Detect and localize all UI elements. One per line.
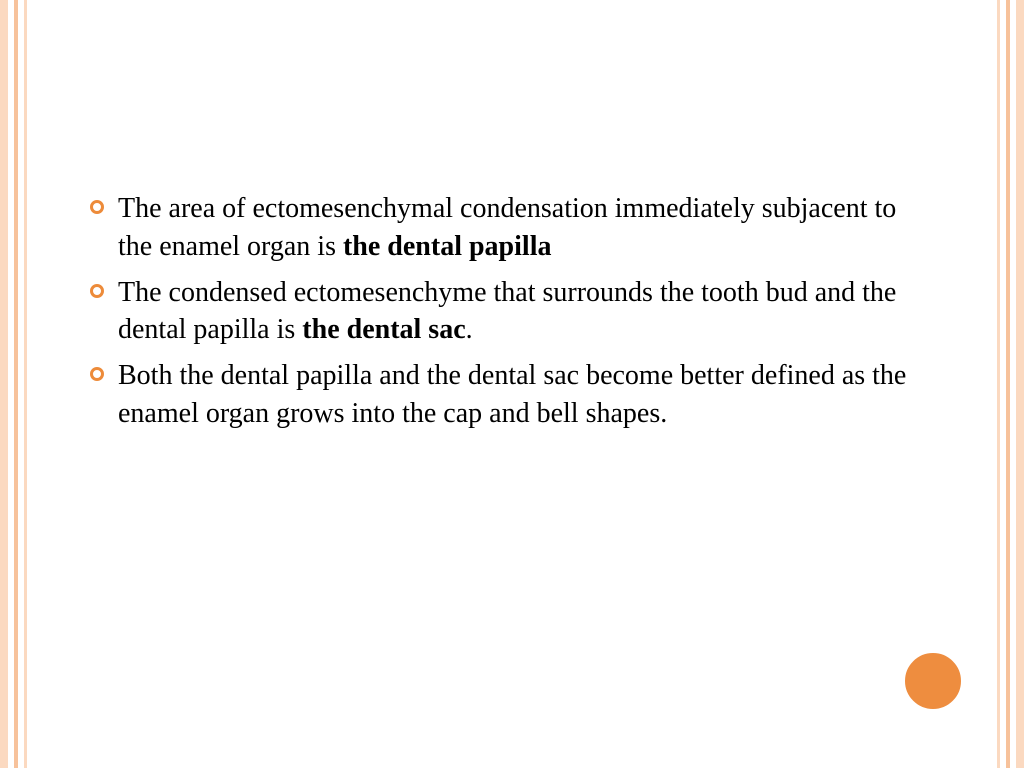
decorative-circle-icon	[902, 650, 964, 712]
slide-border-left-inner	[24, 0, 27, 768]
list-item: The condensed ectomesenchyme that surrou…	[90, 274, 934, 350]
list-item: The area of ectomesenchymal condensation…	[90, 190, 934, 266]
bullet-text-post: .	[466, 314, 473, 345]
bullet-text: The condensed ectomesenchyme that surrou…	[118, 274, 934, 350]
bullet-text: Both the dental papilla and the dental s…	[118, 357, 934, 433]
bullet-ring-icon	[90, 284, 104, 298]
bullet-text-pre: Both the dental papilla and the dental s…	[118, 360, 906, 429]
bullet-text-pre: The condensed ectomesenchyme that surrou…	[118, 277, 896, 346]
slide-border-left-mid	[14, 0, 18, 768]
slide-border-right-mid	[1006, 0, 1010, 768]
slide-border-right-inner	[997, 0, 1000, 768]
bullet-text-bold: the dental sac	[302, 314, 465, 345]
bullet-ring-icon	[90, 367, 104, 381]
list-item: Both the dental papilla and the dental s…	[90, 357, 934, 433]
bullet-text-bold: the dental papilla	[343, 231, 551, 262]
bullet-text: The area of ectomesenchymal condensation…	[118, 190, 934, 266]
slide-border-left-outer	[0, 0, 8, 768]
slide-border-right-outer	[1016, 0, 1024, 768]
slide-body: The area of ectomesenchymal condensation…	[90, 190, 934, 441]
bullet-ring-icon	[90, 200, 104, 214]
